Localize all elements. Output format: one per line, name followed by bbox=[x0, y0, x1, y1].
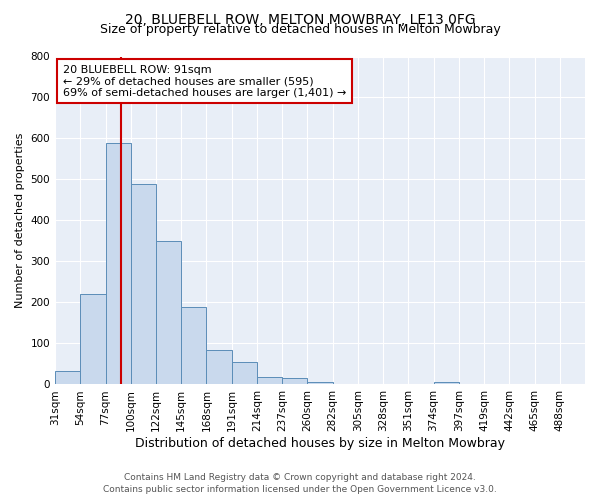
Y-axis label: Number of detached properties: Number of detached properties bbox=[15, 133, 25, 308]
X-axis label: Distribution of detached houses by size in Melton Mowbray: Distribution of detached houses by size … bbox=[135, 437, 505, 450]
Bar bbox=[282, 378, 307, 384]
Text: Size of property relative to detached houses in Melton Mowbray: Size of property relative to detached ho… bbox=[100, 22, 500, 36]
Bar bbox=[131, 184, 156, 384]
Bar bbox=[55, 372, 80, 384]
Bar bbox=[206, 350, 232, 384]
Bar bbox=[232, 362, 257, 384]
Bar bbox=[80, 294, 106, 384]
Bar bbox=[257, 377, 282, 384]
Text: Contains HM Land Registry data © Crown copyright and database right 2024.
Contai: Contains HM Land Registry data © Crown c… bbox=[103, 472, 497, 494]
Bar bbox=[307, 382, 332, 384]
Bar bbox=[156, 241, 181, 384]
Bar bbox=[181, 306, 206, 384]
Bar bbox=[434, 382, 459, 384]
Bar bbox=[106, 142, 131, 384]
Text: 20, BLUEBELL ROW, MELTON MOWBRAY, LE13 0FG: 20, BLUEBELL ROW, MELTON MOWBRAY, LE13 0… bbox=[125, 12, 475, 26]
Text: 20 BLUEBELL ROW: 91sqm
← 29% of detached houses are smaller (595)
69% of semi-de: 20 BLUEBELL ROW: 91sqm ← 29% of detached… bbox=[63, 64, 346, 98]
